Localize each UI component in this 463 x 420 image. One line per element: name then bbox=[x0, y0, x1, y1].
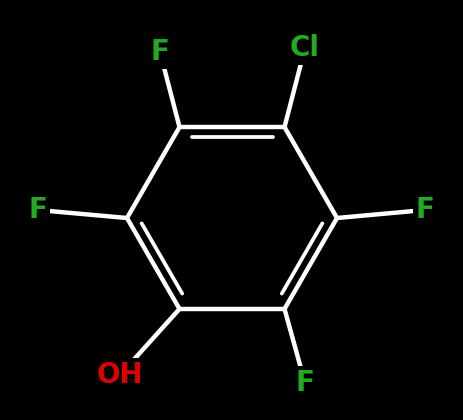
Text: OH: OH bbox=[97, 361, 144, 389]
Text: F: F bbox=[29, 196, 47, 224]
Text: F: F bbox=[416, 196, 434, 224]
Text: Cl: Cl bbox=[290, 34, 320, 62]
Text: F: F bbox=[150, 38, 169, 66]
Text: F: F bbox=[295, 369, 314, 397]
